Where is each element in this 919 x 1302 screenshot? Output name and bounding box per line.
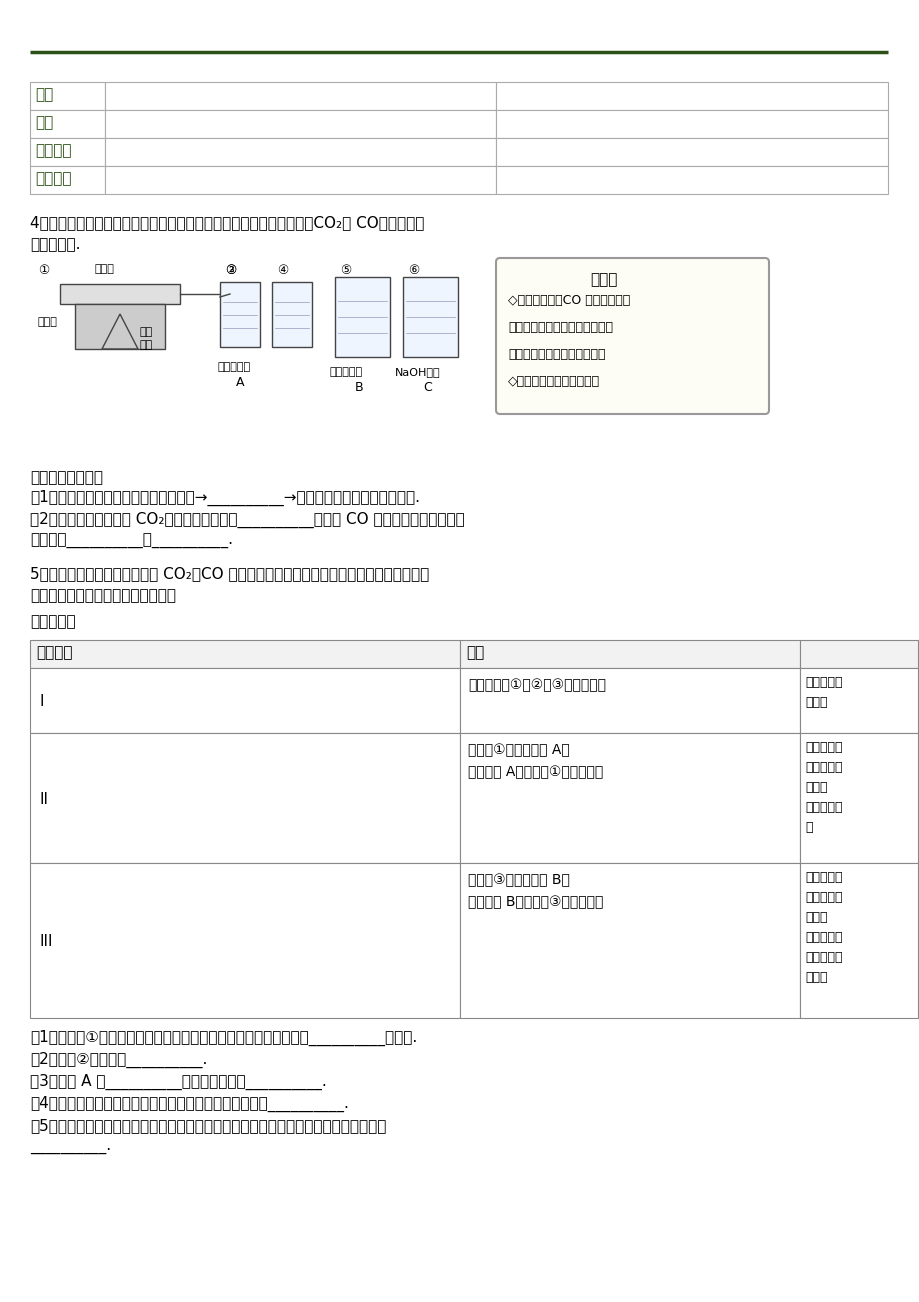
Bar xyxy=(30,668,459,733)
Text: 现象: 现象 xyxy=(466,644,483,660)
Text: 鸡血颜色由: 鸡血颜色由 xyxy=(804,871,842,884)
Text: ⑤: ⑤ xyxy=(340,264,351,277)
Bar xyxy=(75,303,165,349)
Text: 停止通入 B，向试管③中通入氧气: 停止通入 B，向试管③中通入氧气 xyxy=(468,894,603,909)
Bar xyxy=(496,109,887,138)
Bar xyxy=(30,641,459,668)
Bar xyxy=(460,863,800,1018)
Text: 鸡血颜色由: 鸡血颜色由 xyxy=(804,741,842,754)
Text: 酒精: 酒精 xyxy=(140,327,153,337)
Text: （4）从安全和环保的角度来看，本实验需要改进的地方是__________.: （4）从安全和环保的角度来看，本实验需要改进的地方是__________. xyxy=(30,1096,348,1112)
Text: A: A xyxy=(236,376,244,389)
Text: 澄清石灰水: 澄清石灰水 xyxy=(330,367,363,378)
Bar xyxy=(220,283,260,348)
Text: ④: ④ xyxy=(277,264,288,277)
Text: 鸡血颜色不: 鸡血颜色不 xyxy=(804,801,842,814)
Text: 向试管①中通入气体 A；: 向试管①中通入气体 A； xyxy=(468,743,569,756)
Bar xyxy=(460,668,800,733)
Text: ◇通常状况下，CO 是一种无色、: ◇通常状况下，CO 是一种无色、 xyxy=(507,294,630,307)
Bar xyxy=(30,165,105,194)
Text: ◇酒精喷灯可作高温热源。: ◇酒精喷灯可作高温热源。 xyxy=(507,375,599,388)
Bar xyxy=(496,138,887,165)
Text: ③: ③ xyxy=(225,264,236,277)
Text: II: II xyxy=(40,792,49,807)
Bar xyxy=(30,82,105,109)
Text: ①: ① xyxy=(38,264,50,277)
Text: 喷灯: 喷灯 xyxy=(140,340,153,350)
Text: 与酸、碱、盐溶液均不反应。: 与酸、碱、盐溶液均不反应。 xyxy=(507,348,605,361)
Text: 一氧化碳: 一氧化碳 xyxy=(35,171,72,186)
Text: 5．某实验小组探究火锅烟气中 CO₂、CO 分别对人体血液供氧能力的影响．设计装置如图所: 5．某实验小组探究火锅烟气中 CO₂、CO 分别对人体血液供氧能力的影响．设计装… xyxy=(30,566,429,581)
Text: 4．正确连接如图所示的装置进行实验，可以验证某混合气体的成分是CO₂和 CO（每套装置: 4．正确连接如图所示的装置进行实验，可以验证某混合气体的成分是CO₂和 CO（每… xyxy=(30,215,424,230)
Text: （5）通过实验可以得出结论，火锅烟气中对人体血液供氧量有影响的是（填具体物质）: （5）通过实验可以得出结论，火锅烟气中对人体血液供氧量有影响的是（填具体物质） xyxy=(30,1118,386,1133)
Text: 鸡血颜色由: 鸡血颜色由 xyxy=(804,931,842,944)
Text: B: B xyxy=(355,381,363,395)
Text: 限用一次）.: 限用一次）. xyxy=(30,237,81,253)
Text: （2）证明原混合气体中 CO₂存在的实验现象是__________；证明 CO 存在的有关反应的化学: （2）证明原混合气体中 CO₂存在的实验现象是__________；证明 CO … xyxy=(30,512,464,529)
Bar xyxy=(800,668,917,733)
Bar xyxy=(30,733,459,863)
Text: 方程式是__________，__________.: 方程式是__________，__________. xyxy=(30,534,233,549)
Text: 鲜红色: 鲜红色 xyxy=(804,697,826,710)
Text: 二氧化碳: 二氧化碳 xyxy=(35,143,72,158)
Text: 向试管③中通入气体 B；: 向试管③中通入气体 B； xyxy=(468,874,569,887)
FancyBboxPatch shape xyxy=(495,258,768,414)
Bar xyxy=(800,863,917,1018)
Text: 鸡血颜色为: 鸡血颜色为 xyxy=(804,676,842,689)
Bar xyxy=(272,283,312,348)
Text: 澄清石灰水: 澄清石灰水 xyxy=(218,362,251,372)
Text: 燃烧管: 燃烧管 xyxy=(38,316,58,327)
Text: 小资料: 小资料 xyxy=(589,272,617,286)
Text: （2）试管②的作用是__________.: （2）试管②的作用是__________. xyxy=(30,1052,207,1068)
Text: 暗红色变为: 暗红色变为 xyxy=(804,950,842,963)
Text: 桃红色: 桃红色 xyxy=(804,781,826,794)
Bar xyxy=(800,641,917,668)
Bar xyxy=(30,109,105,138)
Bar xyxy=(105,109,496,138)
Bar xyxy=(460,641,800,668)
Text: 氧化铁: 氧化铁 xyxy=(95,264,115,273)
Text: 停止通入 A，向试管①中通入氧气: 停止通入 A，向试管①中通入氧气 xyxy=(468,766,603,779)
Text: 暗红色: 暗红色 xyxy=(804,911,826,924)
Bar xyxy=(30,138,105,165)
Bar xyxy=(496,165,887,194)
Text: 鲜红色变为: 鲜红色变为 xyxy=(804,891,842,904)
Text: 变: 变 xyxy=(804,822,811,835)
Text: 操作步骤: 操作步骤 xyxy=(36,644,73,660)
Text: III: III xyxy=(40,935,53,949)
Text: I: I xyxy=(40,694,44,710)
Text: 氢气: 氢气 xyxy=(35,115,53,130)
Text: 请回答下列问题：: 请回答下列问题： xyxy=(30,470,103,486)
Text: （3）气体 A 为__________．判断的依据是__________.: （3）气体 A 为__________．判断的依据是__________. xyxy=(30,1074,326,1090)
Text: C: C xyxy=(423,381,431,395)
Bar xyxy=(105,82,496,109)
Text: __________.: __________. xyxy=(30,1141,111,1155)
Bar xyxy=(403,277,458,357)
Bar xyxy=(60,284,180,303)
Text: （1）连接装置导管口的顺序：混合气体→__________→尾气处理（填导管接口代号）.: （1）连接装置导管口的顺序：混合气体→__________→尾气处理（填导管接口… xyxy=(30,490,420,506)
Bar xyxy=(460,733,800,863)
Bar xyxy=(105,165,496,194)
Bar xyxy=(800,733,917,863)
Bar xyxy=(496,82,887,109)
Text: 实验记录：: 实验记录： xyxy=(30,615,75,629)
Bar xyxy=(30,863,459,1018)
Text: （1）向试管①中通入气体时，气体从导管口（填装置图中的序号）__________处通入.: （1）向试管①中通入气体时，气体从导管口（填装置图中的序号）__________… xyxy=(30,1030,417,1047)
Text: NaOH溶液: NaOH溶液 xyxy=(394,367,440,378)
Text: ②: ② xyxy=(225,264,236,277)
Text: ⑥: ⑥ xyxy=(407,264,419,277)
Text: 鲜红色: 鲜红色 xyxy=(804,971,826,984)
Text: 示（试管中均为稀释的新鲜鸡血）：: 示（试管中均为稀释的新鲜鸡血）： xyxy=(30,589,176,603)
Bar xyxy=(335,277,390,357)
Text: 氧气: 氧气 xyxy=(35,87,53,102)
Text: 无味、有毒的气体，难溶于水，: 无味、有毒的气体，难溶于水， xyxy=(507,322,612,335)
Bar xyxy=(105,138,496,165)
Text: 分别向试管①、②、③中通入氧气: 分别向试管①、②、③中通入氧气 xyxy=(468,678,606,691)
Text: 鲜红色变为: 鲜红色变为 xyxy=(804,760,842,773)
